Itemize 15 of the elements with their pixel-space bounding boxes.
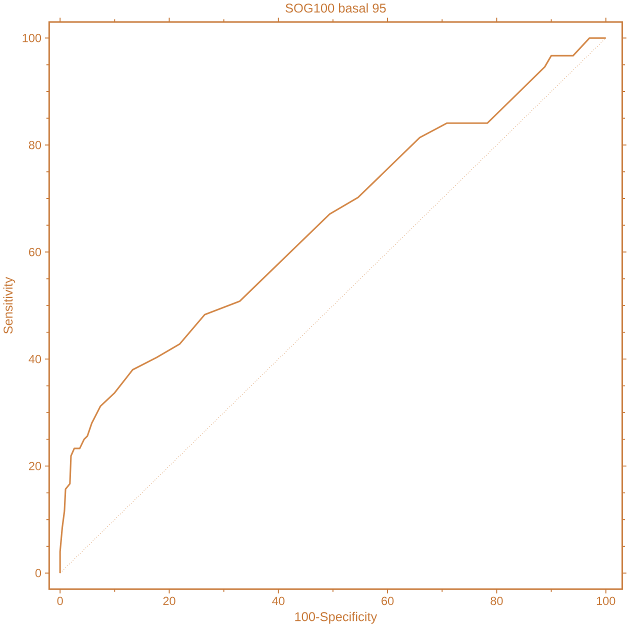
y-tick-label: 0 — [35, 568, 42, 578]
y-tick-label: 100 — [22, 34, 42, 42]
chart-title: SOG100 basal 95 — [286, 3, 386, 13]
x-tick-label: 80 — [490, 596, 503, 606]
x-tick-label: 40 — [272, 596, 285, 606]
x-tick-label: 20 — [163, 596, 176, 606]
x-tick-label: 100 — [596, 596, 616, 606]
x-tick-label: 60 — [382, 596, 394, 606]
y-tick-label: 20 — [29, 462, 42, 470]
x-tick-label: 0 — [57, 596, 63, 606]
x-axis-title: 100-Specificity — [295, 612, 378, 624]
y-tick-label: 60 — [29, 248, 42, 256]
y-axis-title: Sensitivity — [3, 276, 16, 334]
y-tick-label: 80 — [28, 140, 42, 150]
y-tick-label: 40 — [28, 354, 42, 364]
